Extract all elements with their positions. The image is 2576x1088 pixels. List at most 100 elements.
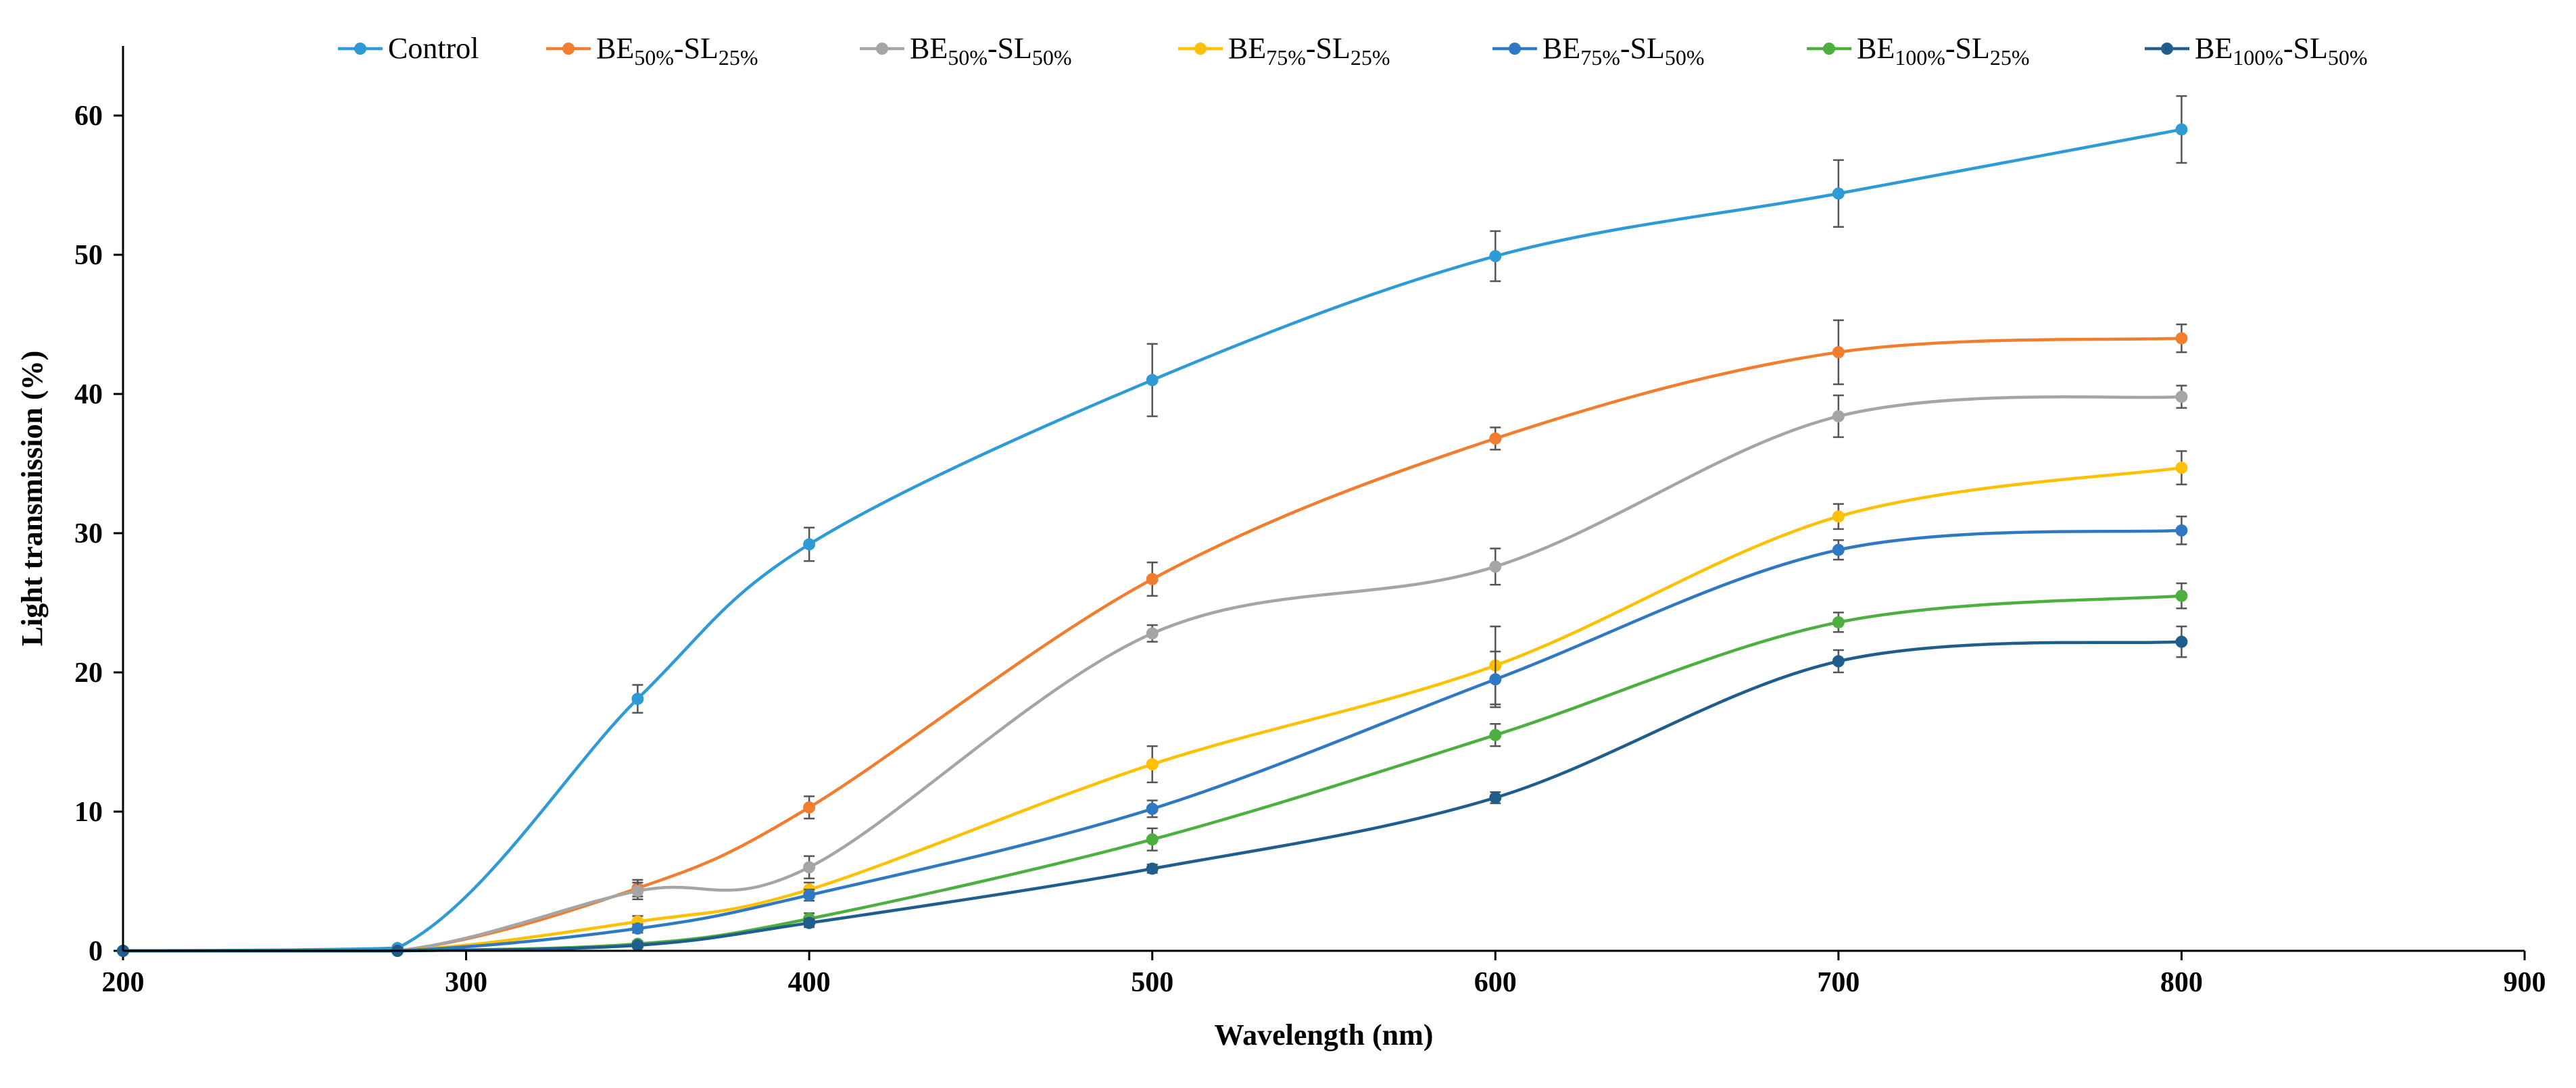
legend-label: BE75%-SL50% (1542, 32, 1705, 70)
legend-subscript: 50% (1665, 45, 1705, 70)
legend-marker (562, 43, 575, 55)
data-point (1832, 655, 1845, 668)
data-point (1146, 374, 1159, 387)
legend-label: BE100%-SL25% (1857, 32, 2030, 70)
tick-labels: 0 10 20 30 40 50 60 200 300 400 500 600 700 800 900 (74, 101, 2546, 998)
legend-marker (1823, 43, 1835, 55)
series-layer (117, 95, 2188, 957)
data-point (1146, 862, 1159, 875)
data-point (803, 801, 816, 814)
y-tick-label: 20 (74, 658, 103, 689)
x-tick-label: 300 (445, 967, 487, 998)
data-point (803, 861, 816, 874)
data-point (803, 916, 816, 929)
legend-subscript: 100% (2233, 45, 2283, 70)
x-tick-label: 400 (788, 967, 831, 998)
series-line (122, 128, 2182, 953)
legend-text: -SL (1306, 32, 1351, 65)
legend-text: -SL (1945, 32, 1990, 65)
data-point (2175, 635, 2188, 648)
legend-marker (2161, 43, 2173, 55)
legend-subscript: 25% (1351, 45, 1390, 70)
legend-entry-1: BE50%-SL25% (546, 32, 758, 70)
x-tick-label: 900 (2504, 967, 2546, 998)
data-point (1832, 510, 1845, 523)
y-tick-label: 0 (89, 936, 103, 967)
legend-text: -SL (988, 32, 1032, 65)
legend-subscript: 75% (1266, 45, 1306, 70)
series-4 (117, 516, 2188, 957)
x-tick-label: 500 (1131, 967, 1173, 998)
data-point (1832, 543, 1845, 556)
y-tick-label: 50 (74, 240, 103, 271)
legend-marker (1509, 43, 1521, 55)
data-point (1489, 560, 1502, 573)
data-point (1489, 432, 1502, 445)
x-tick-label: 200 (102, 967, 145, 998)
legend-subscript: 75% (1580, 45, 1620, 70)
data-point (2175, 462, 2188, 474)
legend-entry-5: BE100%-SL25% (1807, 32, 2030, 70)
data-point (1146, 627, 1159, 640)
legend-entry-2: BE50%-SL50% (860, 32, 1072, 70)
plot-area (114, 46, 2526, 960)
data-point (1146, 572, 1159, 585)
data-point (631, 885, 644, 897)
series-6 (117, 625, 2188, 957)
legend-label: BE75%-SL25% (1228, 32, 1390, 70)
data-point (1146, 833, 1159, 846)
legend-entry-6: BE100%-SL50% (2145, 32, 2368, 70)
data-point (1146, 802, 1159, 815)
data-point (1489, 791, 1502, 804)
series-line (123, 640, 2182, 953)
legend-subscript: 100% (1895, 45, 1945, 70)
legend-entry-0: Control (338, 32, 479, 65)
data-point (803, 889, 816, 901)
legend-subscript: 50% (2328, 45, 2368, 70)
x-tick-label: 700 (1817, 967, 1860, 998)
series-line (123, 528, 2182, 953)
data-point (631, 922, 644, 935)
data-point (2175, 524, 2188, 537)
series-line (123, 337, 2182, 953)
data-point (631, 939, 644, 951)
series-3 (117, 450, 2188, 957)
data-point (1832, 410, 1845, 422)
data-point (1832, 616, 1845, 628)
legend-subscript: 50% (948, 45, 988, 70)
y-tick-label: 40 (74, 379, 103, 410)
x-axis-title: Wavelength (nm) (1215, 1018, 1434, 1052)
legend-subscript: 50% (1032, 45, 1072, 70)
legend-text: -SL (2283, 32, 2328, 65)
data-point (1832, 346, 1845, 359)
data-point (2175, 391, 2188, 403)
legend-marker (1194, 43, 1207, 55)
series-line (123, 395, 2182, 953)
legend-subscript: 50% (634, 45, 674, 70)
y-tick-label: 30 (74, 518, 103, 549)
data-point (1146, 758, 1159, 770)
legend-label: BE50%-SL50% (910, 32, 1072, 70)
legend-marker (876, 43, 888, 55)
data-point (1832, 187, 1845, 200)
axis-ticks (114, 114, 2526, 960)
y-axis-title: Light transmission (%) (16, 351, 49, 647)
x-tick-label: 600 (1474, 967, 1517, 998)
data-point (803, 538, 816, 551)
series-0 (117, 95, 2188, 957)
legend-text: -SL (674, 32, 719, 65)
data-point (2175, 589, 2188, 602)
data-point (631, 693, 644, 706)
data-point (2175, 332, 2188, 345)
data-point (1489, 728, 1502, 741)
series-line (123, 466, 2182, 953)
legend-subscript: 25% (1990, 45, 2030, 70)
data-point (1489, 673, 1502, 686)
legend-label: BE50%-SL25% (596, 32, 758, 70)
legend-entry-4: BE75%-SL50% (1492, 32, 1705, 70)
legend-entry-3: BE75%-SL25% (1178, 32, 1390, 70)
data-point (1489, 250, 1502, 263)
legend-subscript: 25% (719, 45, 758, 70)
legend-label: Control (388, 32, 479, 65)
